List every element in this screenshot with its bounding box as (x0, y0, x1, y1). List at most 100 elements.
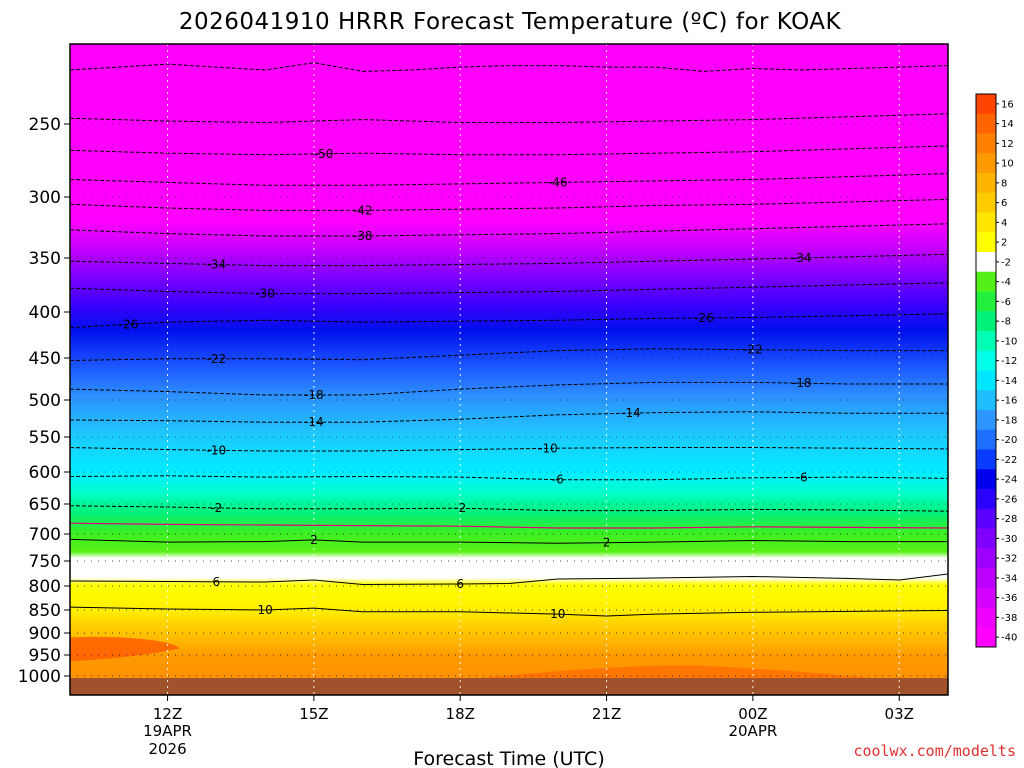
colorbar-swatch-2 (976, 133, 996, 154)
x-tick-date-0: 19APR (143, 722, 192, 740)
colorbar-swatch-17 (976, 429, 996, 450)
contour-line-1 (70, 113, 948, 124)
colorbar-swatch-10 (976, 291, 996, 312)
colorbar-label-3: 10 (1001, 159, 1014, 170)
contour-label-17-0: 6 (213, 575, 221, 589)
colorbar-label-9: -4 (1001, 277, 1011, 288)
ground-band (70, 678, 948, 695)
contour-line-8 (70, 313, 948, 329)
contour-line-6 (70, 253, 948, 267)
contour-line-11 (70, 411, 948, 423)
y-tick-label-14: 950 (29, 646, 61, 666)
colorbar-label-26: -38 (1001, 613, 1017, 624)
contour-line-16 (70, 538, 948, 544)
y-tick-label-9: 700 (29, 525, 61, 545)
colorbar-swatch-25 (976, 587, 996, 608)
colorbar-swatch-21 (976, 508, 996, 529)
contour-labels: -50-46-42-38-34 -34-30-26 -26-22-22-18-18-… (119, 147, 812, 621)
contour-line-9 (70, 348, 948, 361)
contour-label-6-1: -34 (792, 251, 812, 265)
colorbar-swatch-18 (976, 449, 996, 470)
chart-title: 2026041910 HRRR Forecast Temperature (ºC… (179, 9, 842, 35)
y-tick-label-0: 250 (29, 115, 61, 135)
contour-label-2-0: -50 (314, 147, 334, 161)
contour-label-3-0: -46 (548, 175, 568, 189)
y-tick-label-11: 800 (29, 577, 61, 597)
colorbar-label-4: 8 (1001, 178, 1007, 189)
y-tick-label-5: 500 (29, 391, 61, 411)
credit-link[interactable]: coolwx.com/modelts (853, 742, 1016, 760)
warm-core-surface (460, 665, 885, 681)
contour-label-12-1: -10 (538, 441, 558, 455)
contour-label-10-0: -18 (304, 388, 324, 402)
colorbar-swatch-5 (976, 192, 996, 213)
colorbar-label-18: -22 (1001, 455, 1017, 466)
contour-label-16-1: 2 (603, 536, 611, 550)
colorbar-swatch-20 (976, 489, 996, 510)
colorbar-label-6: 4 (1001, 218, 1007, 229)
contour-label-10-1: -18 (792, 376, 812, 390)
contour-label-11-1: -14 (621, 406, 641, 420)
y-tick-label-7: 600 (29, 463, 61, 483)
x-tick-label-3: 21Z (592, 705, 621, 723)
colorbar-frame (975, 93, 997, 648)
contour-line-5 (70, 223, 948, 237)
colorbar-swatch-11 (976, 311, 996, 332)
colorbar-label-24: -34 (1001, 573, 1017, 584)
colorbar-label-13: -12 (1001, 356, 1017, 367)
y-axis: 250 300 350 400 450 500 550 600 650 700 750 800 850 9… (18, 115, 70, 687)
colorbar-swatch-26 (976, 607, 996, 628)
y-tick-label-3: 400 (29, 303, 61, 323)
contour-line-15 (70, 522, 948, 529)
x-tick-label-0: 12Z (153, 705, 182, 723)
warm-core-left (70, 636, 180, 662)
colorbar-label-14: -14 (1001, 376, 1017, 387)
colorbar-swatch-22 (976, 528, 996, 549)
contour-label-13-0: -6 (552, 473, 564, 487)
contour-label-11-0: -14 (304, 415, 324, 429)
colorbar-swatch-16 (976, 410, 996, 431)
contour-label-8-0: -26 (119, 317, 139, 331)
colorbar-label-20: -26 (1001, 494, 1017, 505)
contour-label-7-0: -30 (255, 287, 275, 301)
contour-line-2 (70, 145, 948, 156)
colorbar-label-1: 14 (1001, 119, 1014, 130)
y-tick-label-2: 350 (29, 249, 61, 269)
y-tick-label-15: 1000 (18, 667, 61, 687)
colorbar-swatch-9 (976, 271, 996, 292)
x-tick-label-1: 15Z (299, 705, 328, 723)
colorbar-label-8: -2 (1001, 257, 1011, 268)
colorbar-label-23: -32 (1001, 554, 1017, 565)
colorbar-label-5: 6 (1001, 198, 1007, 209)
contour-label-8-1: -26 (694, 311, 714, 325)
colorbar-swatch-7 (976, 232, 996, 253)
colorbar-swatch-8 (976, 252, 996, 273)
contour-line-4 (70, 198, 948, 211)
colorbar-swatch-4 (976, 173, 996, 194)
contour-label-17-1: 6 (456, 577, 464, 591)
x-tick-date-4: 20APR (728, 722, 777, 740)
warm-core-blobs (70, 636, 885, 681)
colorbar-label-25: -36 (1001, 593, 1017, 604)
colorbar-label-27: -40 (1001, 633, 1017, 644)
contour-label-14-0: -2 (210, 501, 222, 515)
colorbar-label-21: -28 (1001, 514, 1017, 525)
colorbar-label-10: -6 (1001, 297, 1011, 308)
colorbar-swatch-19 (976, 469, 996, 490)
colorbar-swatch-12 (976, 331, 996, 352)
colorbar-label-16: -18 (1001, 415, 1017, 426)
colorbar-label-19: -24 (1001, 475, 1017, 486)
contour-label-12-0: -10 (207, 443, 227, 457)
grid-lines (70, 44, 948, 695)
y-tick-label-13: 900 (29, 624, 61, 644)
plot-frame (69, 43, 949, 696)
contour-line-0 (70, 62, 948, 72)
contour-line-18 (70, 606, 948, 617)
x-tick-label-4: 00Z (738, 705, 767, 723)
colorbar-swatch-23 (976, 548, 996, 569)
colorbar-swatch-3 (976, 153, 996, 174)
colorbar-label-11: -8 (1001, 317, 1011, 328)
colorbar-label-12: -10 (1001, 336, 1017, 347)
contour-label-13-1: -6 (796, 470, 808, 484)
contour-label-18-0: 10 (257, 603, 272, 617)
